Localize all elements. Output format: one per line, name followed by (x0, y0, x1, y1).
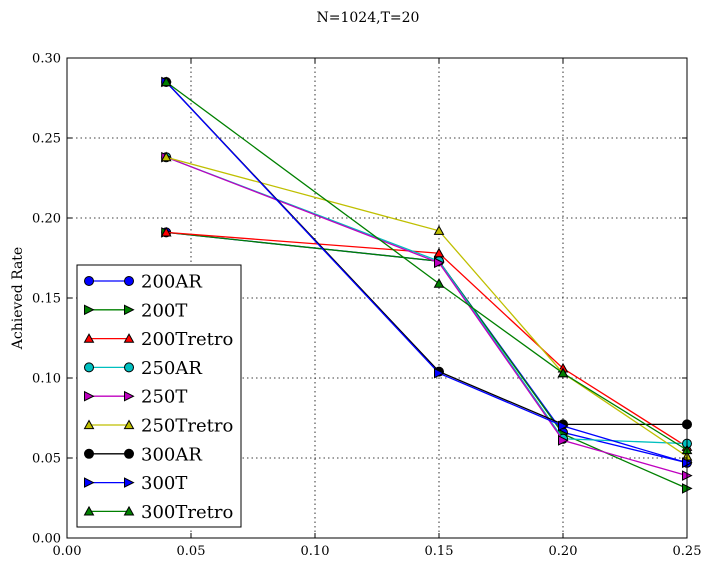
legend-marker (124, 304, 135, 316)
chart-title: N=1024,T=20 (317, 10, 420, 26)
legend-marker (83, 419, 95, 430)
legend-label: 300T (141, 473, 187, 494)
y-tick-label: 0.20 (32, 212, 61, 227)
legend-marker (84, 390, 95, 402)
legend-label: 250Tretro (141, 416, 233, 437)
legend-marker (84, 362, 94, 373)
data-point-250Tretro (160, 151, 172, 162)
x-tick-label: 0.15 (425, 544, 454, 559)
series-line-250T (165, 156, 688, 477)
legend-label: 250T (141, 387, 187, 408)
legend-marker (123, 505, 135, 516)
data-point-300T (434, 367, 445, 379)
legend-marker (124, 390, 135, 402)
legend-label: 250AR (141, 358, 202, 379)
legend-marker (84, 304, 95, 316)
y-tick-label: 0.00 (32, 532, 61, 547)
y-tick-label: 0.15 (32, 292, 61, 307)
series-line-200T (166, 231, 688, 489)
series-line-300T (165, 81, 688, 464)
legend-marker (83, 333, 95, 343)
legend-marker (84, 448, 94, 459)
y-tick-label: 0.05 (32, 452, 61, 467)
legend-marker (124, 448, 134, 459)
data-point-250T (558, 435, 569, 446)
legend-marker (124, 362, 134, 373)
x-tick-label: 0.25 (673, 544, 702, 559)
x-tick-label: 0.20 (549, 544, 578, 559)
legend: 200AR 200T 200Tretro 250AR 250T 250Tretro 300A… (76, 264, 242, 528)
data-point-300T (558, 420, 569, 432)
y-tick-label: 0.30 (32, 52, 61, 67)
series-line-250Tretro (166, 156, 688, 457)
x-tick-label: 0.00 (53, 544, 82, 559)
legend-marker (124, 276, 134, 286)
legend-marker (124, 477, 135, 488)
legend-label: 300Tretro (141, 502, 233, 523)
legend-marker (123, 333, 135, 343)
legend-marker (123, 419, 135, 430)
legend-marker (84, 477, 95, 488)
y-tick-label: 0.10 (32, 372, 61, 387)
series-line-300Tretro (165, 81, 688, 451)
legend-label: 300AR (141, 444, 202, 465)
data-point-300Tretro (433, 278, 445, 288)
legend-marker (83, 505, 95, 516)
legend-label: 200T (141, 300, 187, 321)
x-tick-label: 0.10 (301, 544, 330, 559)
data-point-300Tretro (557, 367, 569, 378)
axes-ticks: 0.00 0.05 0.10 0.15 0.20 0.25 0.00 0.05 0.10 0.15… (32, 52, 701, 560)
legend-label: 200Tretro (141, 329, 233, 350)
legend-label: 200AR (141, 272, 202, 293)
data-point-250T (434, 257, 445, 269)
plot-series (160, 76, 693, 494)
y-tick-label: 0.25 (32, 132, 61, 147)
data-point-200Tretro (160, 226, 172, 237)
series-line-250AR (165, 156, 688, 445)
legend-marker (84, 276, 94, 286)
y-axis-label: Achieved Rate (10, 247, 26, 350)
data-point-250Tretro (433, 225, 445, 235)
x-tick-label: 0.05 (177, 544, 206, 559)
series-line-200Tretro (166, 231, 688, 448)
data-point-300Tretro (160, 76, 172, 87)
